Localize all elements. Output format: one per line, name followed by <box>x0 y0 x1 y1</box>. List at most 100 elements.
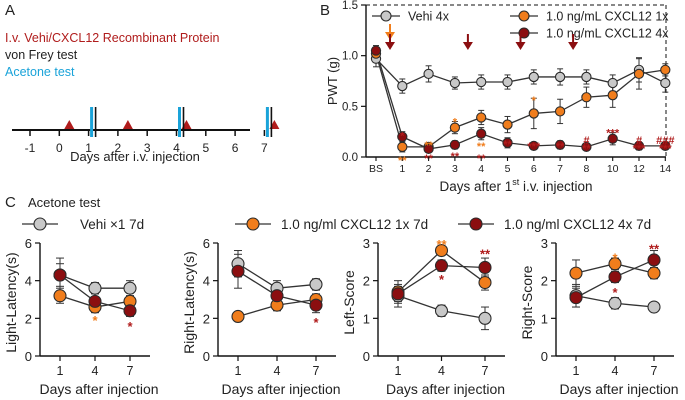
light_latency-point-cx4-4 <box>88 294 102 308</box>
pwt-injection-arrow-5 <box>568 34 579 50</box>
left_score-point-cx1-4 <box>434 243 449 258</box>
pwt-xlabel-suffix: i.v. injection <box>519 179 592 194</box>
pwt-injection-arrow-2 <box>385 34 395 50</box>
pwt-point-cx1-7 <box>554 106 566 117</box>
pwt-point-cx4-7 <box>554 139 566 150</box>
injection-marker-day-0 <box>64 120 75 129</box>
timeline-tick-label-5: 5 <box>202 141 209 155</box>
left_score-xtick-label-4: 4 <box>438 364 445 378</box>
left_score-xlabel: Days after injection <box>386 381 505 397</box>
right_score-point-cx1-7 <box>647 266 661 280</box>
timeline-legend-3: Acetone test <box>5 65 75 79</box>
pwt-point-vehi-6 <box>528 71 539 83</box>
left_score-point-cx4-4 <box>434 259 449 273</box>
left_score-xtick-label-1: 1 <box>395 364 402 378</box>
timeline-tick-label-3: 3 <box>144 141 151 155</box>
pwt-legend-marker-cx1 <box>518 10 530 22</box>
pwt-point-cx1-7-circle <box>554 106 566 117</box>
light_latency-point-cx1-1-circle <box>53 289 67 303</box>
right_score-point-cx4-1 <box>569 291 583 305</box>
pwt-point-vehi-7-circle <box>554 71 566 83</box>
pwt-point-cx4-14-circle <box>660 140 671 152</box>
pwt-significance-13: # <box>583 135 589 147</box>
right_score-point-vehi-7-circle <box>647 300 661 314</box>
pwt-point-cx4-6-circle <box>528 140 539 152</box>
pwt-legend-label-vehi: Vehi 4x <box>408 10 450 24</box>
pwt-xtick-label-4: 4 <box>478 163 484 175</box>
pwt-point-cx4-14 <box>660 140 671 152</box>
right_latency-ytick-label-6: 6 <box>203 236 210 251</box>
pwt-injection-arrow-4-head <box>515 42 526 50</box>
pwt-significance-11: *** <box>527 141 541 153</box>
legend-c-label-cx1: 1.0 ng/ml CXCL12 1x 7d <box>281 217 428 232</box>
legend-c-marker-vehi <box>33 217 47 231</box>
timeline-tick-label-7: 7 <box>261 141 268 155</box>
legend-c-marker-vehi-circle <box>33 217 47 231</box>
left_score-point-vehi-4-circle <box>434 304 449 318</box>
injection-marker-day-2 <box>122 120 133 129</box>
right_latency-ytick-label-2: 2 <box>203 311 210 326</box>
panel-label-c: C <box>5 194 16 211</box>
left_score-point-cx4-7 <box>478 260 492 275</box>
pwt-point-vehi-14-circle <box>660 77 671 89</box>
right_score-point-vehi-4 <box>608 296 622 310</box>
left_score-ytick-label-0: 0 <box>363 349 370 364</box>
pwt-point-cx1-10 <box>607 90 618 101</box>
light_latency-point-cx4-4-circle <box>88 294 102 308</box>
pwt-significance-19: *** <box>659 143 673 155</box>
pwt-point-vehi-5-circle <box>502 76 513 88</box>
left_score-point-cx1-4-circle <box>434 243 449 258</box>
pwt-point-cx4-4 <box>476 128 487 139</box>
pwt-point-vehi-10-circle <box>607 77 618 89</box>
pwt-line-cx4 <box>375 50 666 150</box>
pwt-point-cx4-8 <box>581 141 592 153</box>
pwt-point-cx4-4-circle <box>476 128 487 139</box>
pwt-point-cx4-3-circle <box>449 139 461 150</box>
right_latency-xtick-label-4: 4 <box>274 364 281 378</box>
pwt-significance-18: ### <box>656 135 674 147</box>
pwt-point-cx1-1-circle <box>397 141 408 153</box>
pwt-significance-14: ** <box>582 143 591 155</box>
light_latency-ylabel: Light-Latency(s) <box>3 252 19 352</box>
acetone-test-marker-day-7 <box>265 107 269 137</box>
right_score-point-cx4-4 <box>608 270 622 284</box>
left_score-point-cx4-1-circle <box>391 287 405 301</box>
pwt-xtick-label-10: 10 <box>607 163 619 175</box>
right_latency-point-cx4-4 <box>270 289 284 303</box>
pwt-ytick-label-1.0: 1.0 <box>342 51 358 63</box>
left_score-ylabel: Left-Score <box>341 270 357 335</box>
pwt-injection-arrow-3-head <box>462 42 473 50</box>
light_latency-point-vehi-4 <box>88 281 102 295</box>
pwt-xtick-label-12: 12 <box>633 163 645 175</box>
acetone-test-marker-day-4 <box>178 107 181 137</box>
left_score-point-vehi-7 <box>478 311 492 325</box>
legend-c-marker-cx4-circle <box>469 217 483 231</box>
left_score-point-cx1-7 <box>478 275 492 290</box>
pwt-point-vehi-10 <box>607 77 618 89</box>
right_latency-ytick-label-0: 0 <box>203 349 210 364</box>
pwt-point-cx1-3 <box>449 122 461 133</box>
right_latency-point-cx4-7 <box>309 298 323 312</box>
right_score-point-cx1-7-circle <box>647 266 661 280</box>
pwt-point-cx4-12-circle <box>633 140 645 152</box>
pwt-xtick-label-BS: BS <box>369 163 383 175</box>
pwt-injection-arrow-3 <box>462 34 473 50</box>
light_latency-ytick-label-0: 0 <box>25 349 32 364</box>
right_score-point-cx4-1-circle <box>569 291 583 305</box>
right_score-ytick-label-3: 3 <box>541 236 548 251</box>
pwt-point-cx4-BS <box>370 45 382 56</box>
pwt-significance-5: * <box>453 117 458 129</box>
right_score-ytick-label-1: 1 <box>541 311 548 326</box>
pwt-legend-label-cx1: 1.0 ng/mL CXCL12 1x <box>546 10 669 24</box>
right_score-point-vehi-4-circle <box>608 296 622 310</box>
pwt-legend-marker-cx1-circle <box>518 10 530 22</box>
right_latency-xtick-label-1: 1 <box>235 364 242 378</box>
pwt-point-cx1-10-circle <box>607 90 618 101</box>
pwt-legend-label-cx4: 1.0 ng/mL CXCL12 4x <box>546 27 669 41</box>
legend-c-label-vehi: Vehi ×1 7d <box>80 217 144 232</box>
right_score-significance-1: * <box>612 250 618 265</box>
left_score-ytick-label-1: 1 <box>363 311 370 326</box>
right_score-point-cx1-1 <box>569 266 583 280</box>
right_latency-point-cx4-7-circle <box>309 298 323 312</box>
pwt-point-cx4-5-circle <box>502 137 513 148</box>
